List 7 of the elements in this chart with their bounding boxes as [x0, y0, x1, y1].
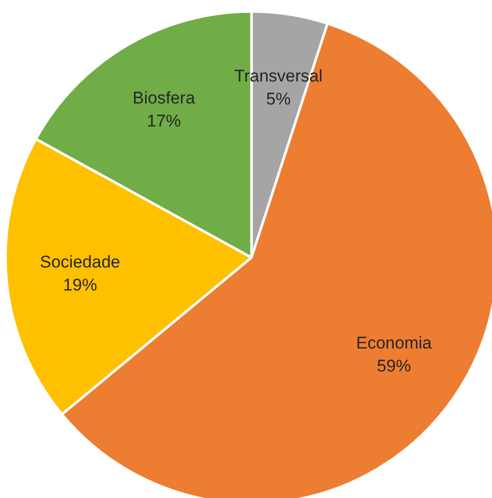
- data-label: 59%: [376, 356, 411, 376]
- slice-label: Biosfera: [132, 88, 196, 108]
- slice-label: Sociedade: [40, 252, 120, 272]
- data-label: 17%: [146, 111, 181, 130]
- slice-label: Economia: [356, 333, 432, 352]
- data-label: 19%: [63, 276, 98, 295]
- data-label: 5%: [266, 89, 291, 108]
